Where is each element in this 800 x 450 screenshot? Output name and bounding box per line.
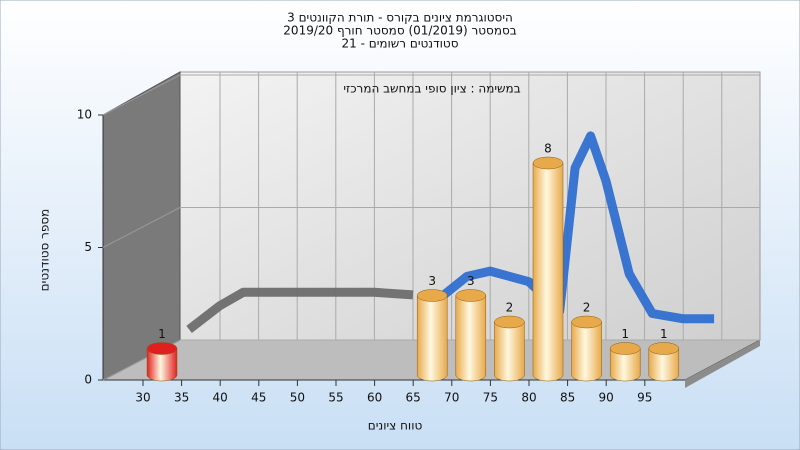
bar — [532, 156, 564, 382]
bar — [455, 289, 487, 382]
x-tick-label: 35 — [174, 391, 189, 405]
bar — [571, 315, 602, 382]
bar-body — [146, 348, 178, 382]
y-tick-label: 5 — [84, 240, 92, 254]
x-tick-label: 30 — [135, 391, 150, 405]
data-label: 2 — [583, 301, 591, 315]
bar-top — [455, 289, 487, 302]
bar — [609, 342, 641, 382]
bar-body — [648, 348, 680, 382]
bar-body — [571, 321, 602, 382]
bar-top — [571, 315, 602, 329]
bar-body — [532, 162, 564, 382]
x-tick-label: 85 — [560, 391, 575, 405]
curve — [441, 131, 715, 324]
x-tick-label: 50 — [290, 391, 305, 405]
bar-body — [416, 295, 448, 382]
grid-line — [102, 74, 181, 116]
floor-edge — [685, 340, 760, 388]
bar-body — [609, 348, 641, 382]
y-tick-label: 10 — [77, 108, 92, 122]
data-label: 3 — [467, 274, 475, 288]
side-wall — [102, 71, 181, 381]
x-tick-label: 55 — [328, 391, 343, 405]
x-tick-label: 80 — [521, 391, 536, 405]
title-line: סטודנטים רשומים - 21 — [341, 37, 458, 51]
bar-top — [532, 156, 564, 170]
bar — [648, 342, 680, 382]
x-tick-label: 60 — [367, 391, 382, 405]
bar-top — [416, 289, 448, 302]
x-tick-label: 75 — [483, 391, 498, 405]
data-label: 2 — [506, 301, 514, 315]
x-tick-label: 45 — [251, 391, 266, 405]
x-tick-label: 40 — [213, 391, 228, 405]
bar — [494, 315, 525, 382]
data-label: 8 — [544, 142, 552, 156]
data-label: 1 — [158, 327, 166, 341]
bar — [146, 342, 178, 382]
x-tick-label: 65 — [406, 391, 421, 405]
y-axis-label: מספר סטודנטים — [38, 209, 52, 292]
x-tick-label: 95 — [637, 391, 652, 405]
data-label: 3 — [428, 274, 436, 288]
title-line: בסמסטר (01/2019) סמסטר חורף 2019/20 — [283, 24, 516, 38]
bar-body — [455, 295, 487, 382]
bar-top — [494, 315, 525, 329]
title-line: היסטוגרמת ציונים בקורס - תורת הקוונטים 3 — [287, 11, 513, 25]
bar-top — [648, 342, 680, 355]
curve — [186, 287, 414, 333]
data-label: 1 — [660, 327, 668, 341]
bar-top — [146, 342, 178, 355]
grid-line — [102, 207, 181, 248]
y-tick-label: 0 — [84, 373, 92, 387]
bar-top — [609, 342, 641, 355]
x-tick-label: 70 — [444, 391, 459, 405]
plot: 0 5 10 30 35 40 45 50 55 60 65 70 75 80 85 90 95 1 3 3 2 8 2 1 1 — [77, 72, 760, 405]
x-axis-label: טווח ציונים — [368, 419, 423, 433]
data-label: 1 — [621, 327, 629, 341]
bar-body — [494, 321, 525, 382]
x-tick-label: 90 — [599, 391, 614, 405]
subtitle: במשימה : ציון סופי במחשב המרכזי — [343, 82, 520, 96]
bar — [416, 289, 448, 382]
